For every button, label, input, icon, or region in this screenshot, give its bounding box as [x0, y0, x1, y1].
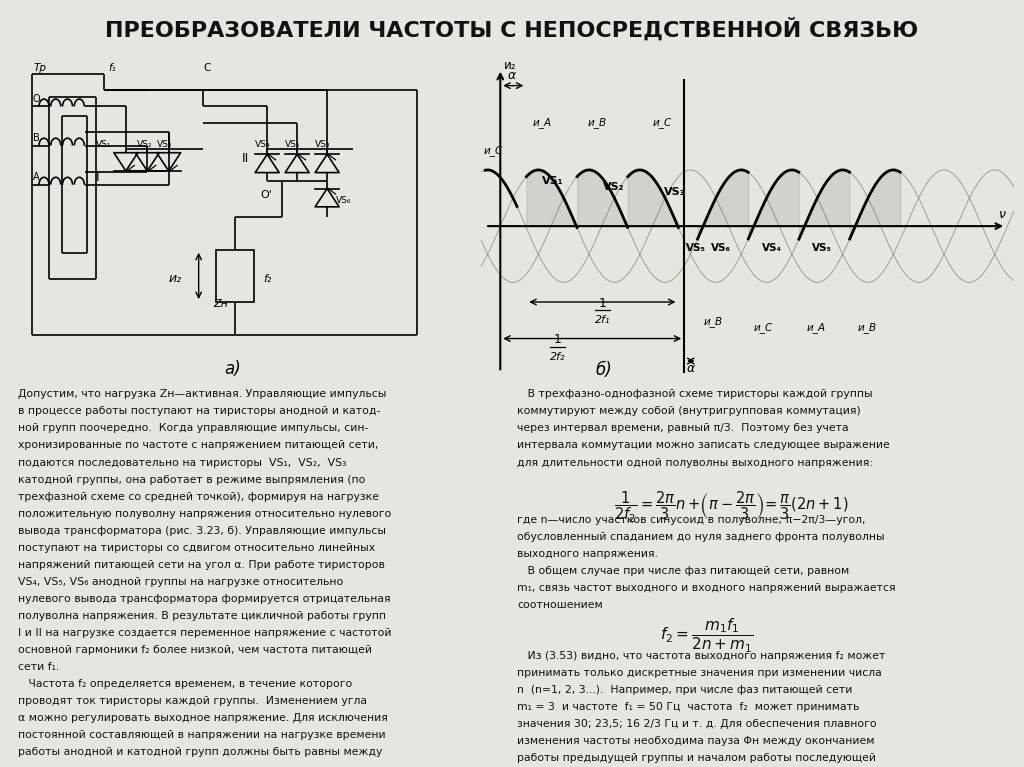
Text: Из (3.53) видно, что частота выходного напряжения f₂ может: Из (3.53) видно, что частота выходного н…: [517, 651, 886, 661]
Text: полуволна напряжения. В результате цикличной работы групп: полуволна напряжения. В результате цикли…: [18, 611, 386, 621]
Text: соотношением: соотношением: [517, 600, 603, 610]
Text: напряжений питающей сети на угол α. При работе тиристоров: напряжений питающей сети на угол α. При …: [18, 560, 385, 570]
Text: работы предыдущей группы и началом работы последующей: работы предыдущей группы и началом работ…: [517, 753, 877, 763]
Text: Тр: Тр: [34, 63, 47, 73]
Text: 1: 1: [598, 297, 606, 310]
Text: f₁: f₁: [109, 63, 117, 73]
Text: проводят ток тиристоры каждой группы.  Изменением угла: проводят ток тиристоры каждой группы. Из…: [18, 696, 368, 706]
Text: и₂: и₂: [169, 272, 182, 285]
Bar: [216, 250, 254, 302]
Text: I и II на нагрузке создается переменное напряжение с частотой: I и II на нагрузке создается переменное …: [18, 628, 392, 638]
Text: VS₆: VS₆: [711, 243, 731, 253]
Text: A: A: [33, 172, 39, 182]
Text: α: α: [687, 362, 695, 375]
Text: VS₄: VS₄: [255, 140, 270, 149]
Text: VS₁: VS₁: [542, 176, 563, 186]
Text: $\dfrac{1}{2f_2}=\dfrac{2\pi}{3}n+\!\left(\pi-\dfrac{2\pi}{3}\right)\!=\dfrac{\p: $\dfrac{1}{2f_2}=\dfrac{2\pi}{3}n+\!\lef…: [614, 490, 849, 525]
Text: и_A: и_A: [807, 322, 825, 333]
Text: где n—число участков синусоид в полуволне; π−2π/3—угол,: где n—число участков синусоид в полуволн…: [517, 515, 865, 525]
Text: и₂: и₂: [504, 59, 516, 72]
Text: VS₃: VS₃: [157, 140, 172, 149]
Text: O': O': [261, 189, 272, 199]
Text: VS₃: VS₃: [315, 140, 331, 149]
Text: VS₁: VS₁: [96, 140, 112, 149]
Text: α: α: [508, 69, 516, 82]
Text: изменения частоты необходима пауза Φн между окончанием: изменения частоты необходима пауза Φн ме…: [517, 736, 874, 746]
Text: а): а): [224, 360, 242, 377]
Text: VS₅: VS₅: [285, 140, 301, 149]
Text: основной гармоники f₂ более низкой, чем частота питающей: основной гармоники f₂ более низкой, чем …: [18, 645, 373, 655]
Text: катодной группы, она работает в режиме выпрямления (по: катодной группы, она работает в режиме в…: [18, 475, 366, 485]
Text: VS₂: VS₂: [603, 182, 625, 192]
Text: m₁ = 3  и частоте  f₁ = 50 Гц  частота  f₂  может принимать: m₁ = 3 и частоте f₁ = 50 Гц частота f₂ м…: [517, 703, 859, 713]
Text: постоянной составляющей в напряжении на нагрузке времени: постоянной составляющей в напряжении на …: [18, 730, 386, 740]
Text: O: O: [33, 94, 40, 104]
Text: трехфазной схеме со средней точкой), формируя на нагрузке: трехфазной схеме со средней точкой), фор…: [18, 492, 380, 502]
Text: и_C: и_C: [652, 117, 672, 128]
Text: C: C: [203, 63, 210, 73]
Text: В трехфазно-однофазной схеме тиристоры каждой группы: В трехфазно-однофазной схеме тиристоры к…: [517, 390, 872, 400]
Text: f₂: f₂: [263, 275, 271, 285]
Text: ν: ν: [998, 208, 1006, 221]
Text: I: I: [96, 171, 99, 184]
Text: и_B: и_B: [703, 317, 722, 328]
Text: и_B: и_B: [588, 117, 607, 128]
Text: n  (n=1, 2, 3...).  Например, при числе фаз питающей сети: n (n=1, 2, 3...). Например, при числе фа…: [517, 685, 853, 695]
Text: ной групп поочередно.  Когда управляющие импульсы, син-: ной групп поочередно. Когда управляющие …: [18, 423, 369, 433]
Text: поступают на тиристоры со сдвигом относительно линейных: поступают на тиристоры со сдвигом относи…: [18, 543, 376, 553]
Text: II: II: [242, 152, 249, 165]
Text: и_C: и_C: [754, 322, 773, 333]
Text: 2f₂: 2f₂: [550, 352, 565, 362]
Text: и_C: и_C: [483, 145, 503, 156]
Text: Zн: Zн: [214, 299, 228, 309]
Text: VS₃: VS₃: [664, 187, 685, 197]
Text: 2f₁: 2f₁: [595, 315, 610, 325]
Text: 1: 1: [553, 333, 561, 346]
Text: α можно регулировать выходное напряжение. Для исключения: α можно регулировать выходное напряжение…: [18, 713, 388, 723]
Text: Частота f₂ определяется временем, в течение которого: Частота f₂ определяется временем, в тече…: [18, 679, 352, 689]
Text: В общем случае при числе фаз питающей сети, равном: В общем случае при числе фаз питающей се…: [517, 566, 849, 576]
Text: положительную полуволну напряжения относительно нулевого: положительную полуволну напряжения относ…: [18, 509, 392, 518]
Text: и_B: и_B: [857, 322, 877, 333]
Text: через интервал времени, равный π/3.  Поэтому без учета: через интервал времени, равный π/3. Поэт…: [517, 423, 849, 433]
Text: B: B: [33, 133, 39, 143]
Text: m₁, связь частот выходного и входного напряжений выражается: m₁, связь частот выходного и входного на…: [517, 583, 896, 593]
Text: принимать только дискретные значения при изменении числа: принимать только дискретные значения при…: [517, 668, 882, 678]
Text: VS₅: VS₅: [686, 243, 706, 253]
Text: и_A: и_A: [532, 117, 552, 128]
Text: VS₄, VS₅, VS₆ анодной группы на нагрузке относительно: VS₄, VS₅, VS₆ анодной группы на нагрузке…: [18, 577, 344, 587]
Text: работы анодной и катодной групп должны быть равны между: работы анодной и катодной групп должны б…: [18, 747, 383, 757]
Text: вывода трансформатора (рис. 3.23, б). Управляющие импульсы: вывода трансформатора (рис. 3.23, б). Уп…: [18, 525, 386, 535]
Text: обусловленный спаданием до нуля заднего фронта полуволны: обусловленный спаданием до нуля заднего …: [517, 532, 885, 542]
Text: в процессе работы поступают на тиристоры анодной и катод-: в процессе работы поступают на тиристоры…: [18, 407, 381, 416]
Text: VS₆: VS₆: [336, 196, 351, 205]
Text: коммутируют между собой (внутригрупповая коммутация): коммутируют между собой (внутригрупповая…: [517, 407, 861, 416]
Text: сети f₁.: сети f₁.: [18, 662, 59, 672]
Text: для длительности одной полуволны выходного напряжения:: для длительности одной полуволны выходно…: [517, 458, 873, 468]
Text: ПРЕОБРАЗОВАТЕЛИ ЧАСТОТЫ С НЕПОСРЕДСТВЕННОЙ СВЯЗЬЮ: ПРЕОБРАЗОВАТЕЛИ ЧАСТОТЫ С НЕПОСРЕДСТВЕНН…: [105, 17, 919, 41]
Text: интервала коммутации можно записать следующее выражение: интервала коммутации можно записать след…: [517, 440, 890, 450]
Text: $f_2=\dfrac{m_1 f_1}{2n+m_1}$: $f_2=\dfrac{m_1 f_1}{2n+m_1}$: [660, 617, 754, 655]
Text: нулевого вывода трансформатора формируется отрицательная: нулевого вывода трансформатора формирует…: [18, 594, 391, 604]
Text: Допустим, что нагрузка Zн—активная. Управляющие импульсы: Допустим, что нагрузка Zн—активная. Упра…: [18, 390, 387, 400]
Text: выходного напряжения.: выходного напряжения.: [517, 549, 658, 559]
Text: подаются последовательно на тиристоры  VS₁,  VS₂,  VS₃: подаются последовательно на тиристоры VS…: [18, 458, 347, 468]
Text: хронизированные по частоте с напряжением питающей сети,: хронизированные по частоте с напряжением…: [18, 440, 379, 450]
Text: б): б): [595, 361, 612, 379]
Text: VS₅: VS₅: [812, 243, 833, 253]
Text: значения 30; 23,5; 16 2/3 Гц и т. д. Для обеспечения плавного: значения 30; 23,5; 16 2/3 Гц и т. д. Для…: [517, 719, 877, 729]
Text: VS₄: VS₄: [762, 243, 781, 253]
Text: VS₂: VS₂: [136, 140, 153, 149]
